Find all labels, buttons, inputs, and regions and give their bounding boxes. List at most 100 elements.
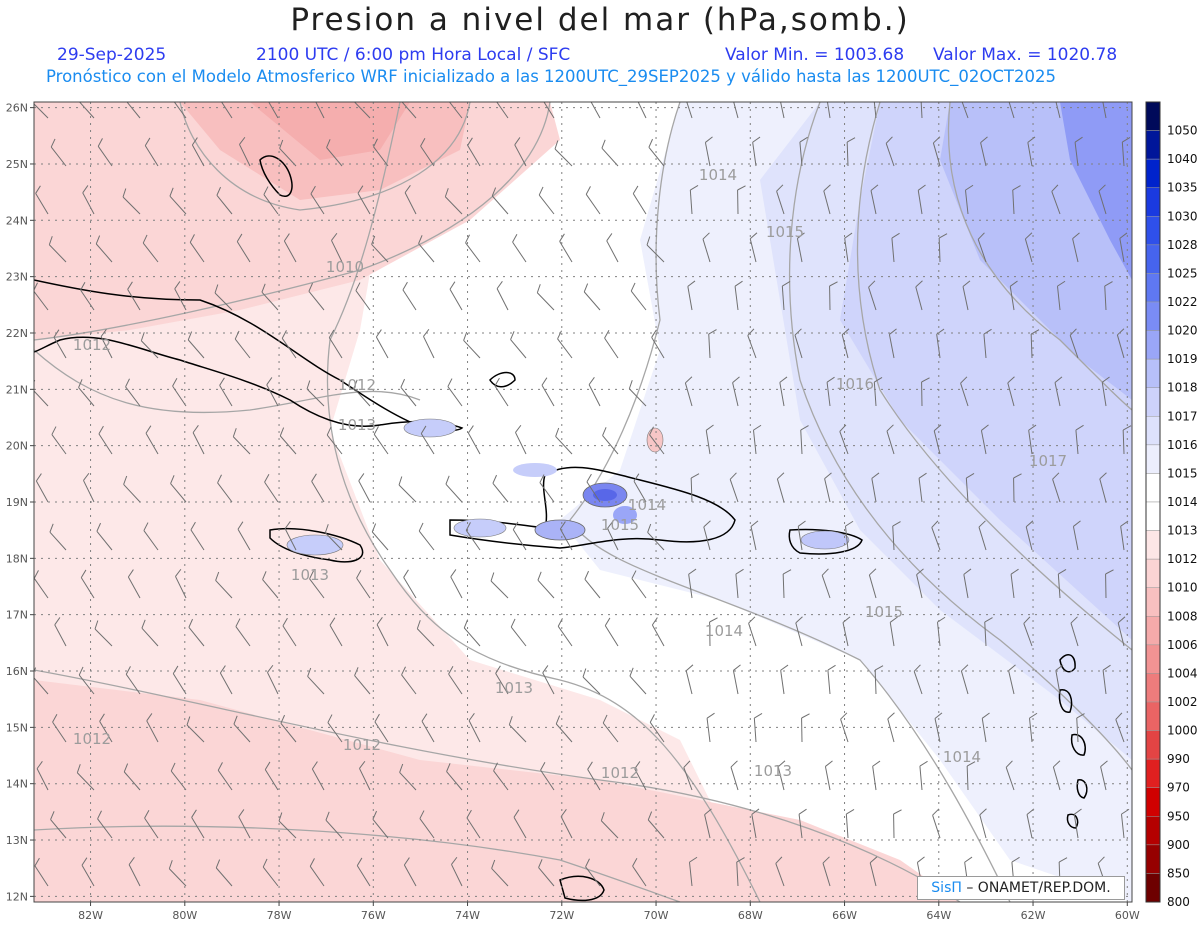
wind-barb: [538, 194, 555, 215]
wind-barb: [800, 430, 803, 455]
wind-barb-feather: [512, 521, 519, 530]
wind-barb-feather: [239, 136, 246, 145]
wind-barb: [311, 481, 325, 503]
wind-barb: [49, 531, 67, 551]
wind-barb-feather: [419, 810, 425, 819]
wind-barb: [353, 387, 371, 407]
wind-barb: [885, 143, 895, 167]
wind-barb: [373, 146, 389, 167]
lon-label: 76W: [361, 909, 386, 922]
wind-barb-feather: [585, 186, 591, 195]
wind-barb-feather: [683, 760, 691, 768]
wind-barb: [1052, 766, 1061, 791]
wind-barb: [961, 102, 969, 119]
wind-barb: [76, 772, 95, 791]
wind-barb-feather: [1055, 664, 1064, 671]
colorbar-label: 1035: [1167, 181, 1198, 195]
wind-barb-feather: [870, 184, 879, 191]
wind-barb: [872, 766, 877, 791]
wind-barb-feather: [125, 378, 130, 388]
wind-barb: [730, 766, 739, 791]
lat-label: 12N: [6, 890, 28, 903]
wind-barb-feather: [94, 620, 99, 630]
wind-barb: [1120, 814, 1125, 839]
wind-barb-feather: [981, 712, 990, 719]
wind-barb: [233, 723, 251, 743]
wind-barb-feather: [1013, 473, 1022, 479]
wind-barb: [122, 196, 141, 215]
wind-barb-feather: [52, 713, 58, 723]
wind-barb: [128, 864, 141, 887]
lon-label: 60W: [1115, 909, 1140, 922]
wind-barb-feather: [1030, 329, 1040, 335]
wind-barb-feather: [1028, 424, 1037, 431]
wind-barb: [1055, 670, 1061, 695]
band-1012-s: [34, 680, 960, 902]
colorbar-swatch: [1145, 701, 1161, 731]
wind-barb-feather: [450, 569, 457, 578]
wind-barb-feather: [418, 235, 423, 244]
wind-barb-feather: [78, 92, 81, 100]
wind-barb: [734, 286, 739, 311]
wind-barb: [886, 430, 895, 455]
wind-barb-feather: [560, 809, 567, 817]
wind-barb: [634, 768, 647, 791]
wind-barb-feather: [1122, 136, 1131, 143]
wind-barb-feather: [604, 329, 610, 339]
wind-barb-feather: [123, 475, 128, 485]
map-title: Presion a nivel del mar (hPa,somb.): [290, 2, 910, 38]
wind-barb-feather: [706, 712, 715, 719]
wind-barb-feather: [753, 424, 762, 431]
wind-barb: [466, 817, 481, 839]
contour-label: 1014: [699, 166, 737, 184]
wind-barb: [416, 628, 435, 647]
wind-barb: [423, 336, 435, 359]
colorbar-label: 1025: [1167, 266, 1198, 280]
wind-barb-feather: [493, 762, 498, 772]
wind-barb-feather: [750, 520, 759, 527]
wind-barb-feather: [557, 330, 562, 340]
colorbar-label: 1008: [1167, 609, 1198, 623]
wind-barb-feather: [730, 760, 738, 768]
wind-barb-feather: [648, 138, 654, 148]
wind-barb-feather: [51, 426, 57, 435]
wind-barb: [279, 435, 297, 455]
wind-barb-feather: [328, 329, 335, 338]
wind-barb: [1104, 286, 1107, 311]
wind-barb-feather: [168, 860, 173, 869]
wind-barb: [841, 334, 849, 359]
colorbar-label: 1022: [1167, 295, 1198, 309]
wind-barb: [374, 721, 389, 743]
colorbar-swatch: [1145, 330, 1161, 360]
wind-barb-feather: [494, 90, 498, 98]
wind-barb: [170, 770, 187, 791]
wind-barb: [1012, 190, 1015, 215]
lat-label: 15N: [6, 721, 28, 734]
wind-barb: [584, 579, 601, 599]
wind-barb: [752, 142, 757, 167]
wind-barb: [262, 579, 279, 599]
contour-label: 1013: [754, 762, 792, 780]
wind-barb-feather: [557, 618, 563, 627]
wind-barb: [840, 719, 849, 743]
wind-barb: [191, 144, 205, 167]
wind-barb: [892, 526, 895, 551]
contour-label: 1013: [338, 416, 376, 434]
wind-barb-feather: [97, 810, 102, 820]
wind-barb: [1023, 623, 1033, 647]
wind-barb: [630, 290, 647, 311]
wind-barb-feather: [685, 664, 694, 672]
contour-label: 1015: [601, 516, 639, 534]
wind-barb: [309, 866, 325, 887]
isobars: [34, 102, 1132, 902]
wind-barb-feather: [217, 762, 223, 771]
colorbar: 1050 1040 1035 1030 1028 1025 1022 1020 1019 1018…: [1145, 101, 1198, 909]
wind-barb-feather: [736, 857, 745, 863]
wind-barb-feather: [635, 89, 640, 96]
wind-barb-feather: [233, 715, 238, 725]
contour-label: 1017: [1029, 452, 1067, 470]
wind-barb-feather: [100, 329, 107, 337]
colorbar-swatch: [1145, 187, 1161, 217]
wind-barb-feather: [646, 236, 651, 246]
wind-barb-feather: [513, 809, 520, 818]
